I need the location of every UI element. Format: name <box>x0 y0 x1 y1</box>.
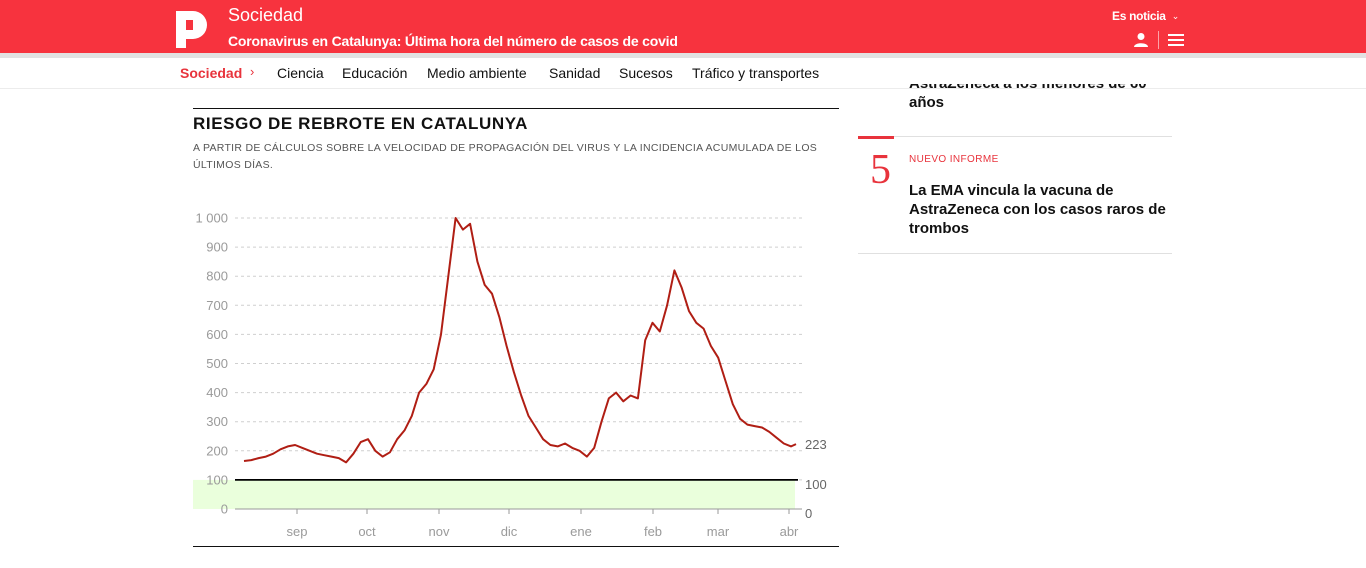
sidebar-prev-article-title[interactable]: AstraZeneca a los menores de 60 años <box>909 84 1171 122</box>
threshold-label: 100 <box>805 477 827 492</box>
y-tick-label: 900 <box>206 240 228 255</box>
user-icon[interactable] <box>1132 31 1150 49</box>
site-logo[interactable] <box>176 11 207 48</box>
x-tick-label: nov <box>429 524 450 539</box>
y-tick-label: 1 000 <box>195 211 228 226</box>
y-tick-label: 0 <box>221 502 228 517</box>
sidebar-accent-bar <box>858 136 894 139</box>
sidebar-item-kicker[interactable]: NUEVO INFORME <box>909 154 999 165</box>
es-noticia-label: Es noticia <box>1112 9 1166 23</box>
x-tick-label: ene <box>570 524 592 539</box>
subnav-item-educacion[interactable]: Educación <box>342 65 408 81</box>
y-tick-label: 400 <box>206 385 228 400</box>
chart-top-rule <box>193 108 839 109</box>
x-tick-label: sep <box>287 524 308 539</box>
y-tick-label: 700 <box>206 298 228 313</box>
header-icon-separator <box>1158 31 1159 49</box>
chevron-right-icon: › <box>250 64 255 79</box>
header-actions <box>1124 30 1194 50</box>
y-tick-label: 300 <box>206 414 228 429</box>
es-noticia-dropdown[interactable]: Es noticia ⌄ <box>1112 9 1179 23</box>
x-tick-label: abr <box>780 524 799 539</box>
y-tick-label: 200 <box>206 443 228 458</box>
x-tick-label: oct <box>358 524 376 539</box>
x-tick-label: feb <box>644 524 662 539</box>
chart-low-risk-band <box>193 479 795 509</box>
sidebar-divider-bottom <box>858 253 1172 254</box>
band-floor-label: 0 <box>805 506 812 521</box>
x-tick-label: mar <box>707 524 730 539</box>
subnav-item-trafico[interactable]: Tráfico y transportes <box>692 65 820 81</box>
chart-subtitle: A PARTIR DE CÁLCULOS SOBRE LA VELOCIDAD … <box>193 142 818 171</box>
subnav-current-section[interactable]: Sociedad <box>180 65 243 81</box>
section-subnav: Sociedad › Ciencia Educación Medio ambie… <box>0 58 1366 89</box>
article-headline[interactable]: Coronavirus en Catalunya: Última hora de… <box>228 33 678 49</box>
header-divider <box>0 53 1366 58</box>
subnav-item-ciencia[interactable]: Ciencia <box>277 65 324 81</box>
chart-bottom-rule <box>193 546 839 547</box>
y-tick-label: 500 <box>206 356 228 371</box>
chart-title: RIESGO DE REBROTE EN CATALUNYA <box>193 114 529 133</box>
subnav-item-sucesos[interactable]: Sucesos <box>619 65 673 81</box>
sidebar-item-number: 5 <box>870 147 891 193</box>
sidebar-divider <box>858 136 1172 137</box>
menu-icon[interactable] <box>1167 31 1185 49</box>
section-title[interactable]: Sociedad <box>228 5 304 25</box>
series-line <box>243 217 797 464</box>
y-tick-label: 100 <box>206 472 228 487</box>
subnav-item-sanidad[interactable]: Sanidad <box>549 65 601 81</box>
sidebar-item-title[interactable]: La EMA vincula la vacuna de AstraZeneca … <box>909 182 1166 237</box>
subnav-item-medio-ambiente[interactable]: Medio ambiente <box>427 65 527 81</box>
sidebar-prev-article-text: AstraZeneca a los menores de 60 años <box>909 84 1147 111</box>
y-tick-label: 600 <box>206 327 228 342</box>
last-value-label: 223 <box>805 437 827 452</box>
y-tick-label: 800 <box>206 269 228 284</box>
x-tick-label: dic <box>501 524 518 539</box>
chevron-down-icon: ⌄ <box>1171 11 1180 21</box>
